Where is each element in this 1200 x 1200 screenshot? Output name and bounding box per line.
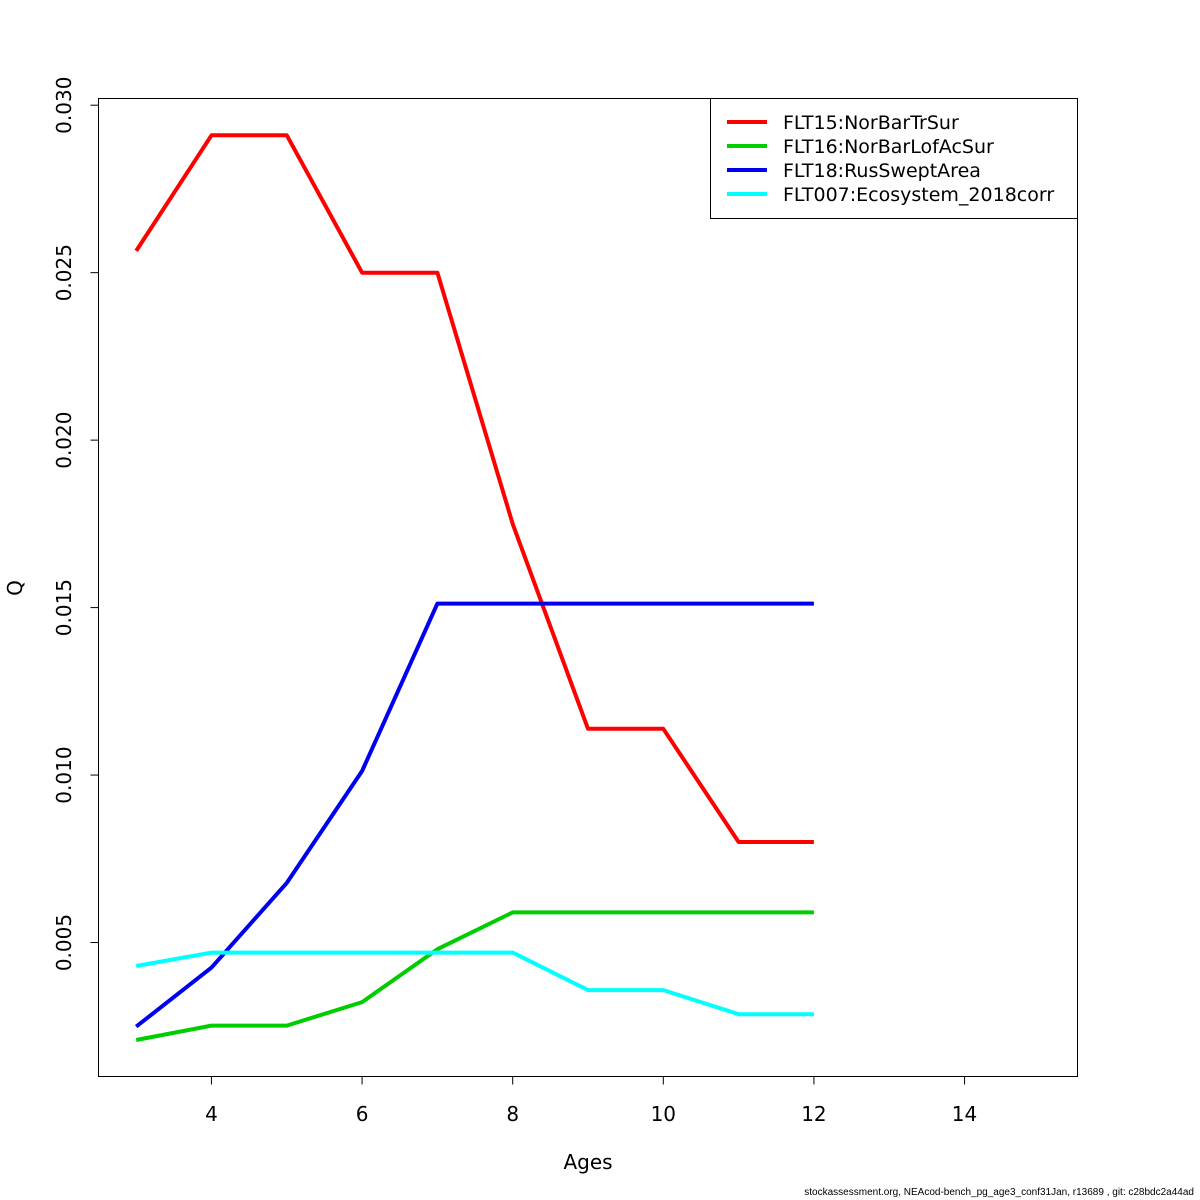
series-line-2: [135, 910, 814, 1042]
x-tick-label: 4: [205, 1102, 218, 1126]
y-tick-label: 0.005: [52, 914, 76, 971]
legend-label: FLT15:NorBarTrSur: [783, 112, 959, 134]
x-tick-label: 6: [356, 1102, 369, 1126]
x-tick-label: 8: [506, 1102, 519, 1126]
x-axis-title: Ages: [563, 1150, 612, 1174]
x-tick-label: 12: [801, 1102, 826, 1126]
y-tick-label: 0.030: [52, 77, 76, 134]
y-axis: 0.005 0.010 0.015 0.020 0.025 0.030: [52, 77, 99, 971]
y-tick-label: 0.015: [52, 579, 76, 636]
plot-frame: [98, 98, 1078, 1077]
y-tick-label: 0.010: [52, 746, 76, 803]
y-axis-title: Q: [3, 580, 27, 596]
legend: FLT15:NorBarTrSurFLT16:NorBarLofAcSurFLT…: [710, 98, 1078, 219]
legend-label: FLT007:Ecosystem_2018corr: [783, 184, 1054, 206]
series-line-3: [134, 601, 814, 1029]
y-tick-label: 0.020: [52, 411, 76, 468]
x-tick-label: 10: [651, 1102, 676, 1126]
legend-box: [710, 98, 1078, 219]
series-lines: [134, 133, 814, 1042]
x-axis: 4 6 8 10 12 14: [205, 1076, 977, 1126]
legend-label: FLT18:RusSweptArea: [783, 160, 981, 182]
x-tick-label: 14: [952, 1102, 977, 1126]
series-line-4: [135, 950, 814, 1017]
footer-caption: stockassessment.org, NEAcod-bench_pg_age…: [804, 1187, 1194, 1198]
series-line-1: [134, 133, 814, 844]
legend-label: FLT16:NorBarLofAcSur: [783, 136, 994, 158]
y-tick-label: 0.025: [52, 244, 76, 301]
